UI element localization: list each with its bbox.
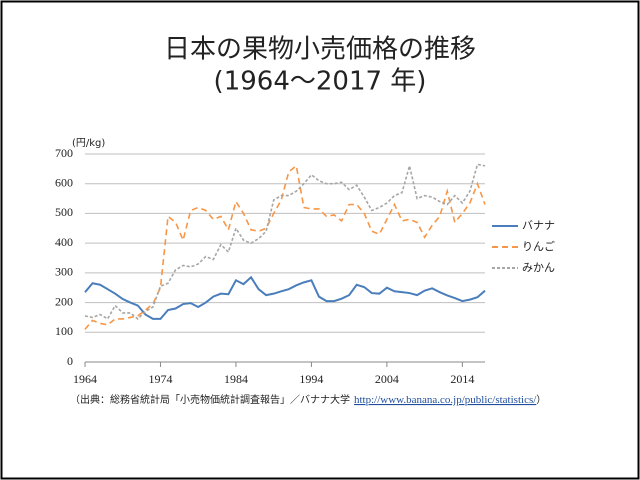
x-tick-label: 1964 <box>73 372 97 386</box>
y-tick-label: 700 <box>55 146 73 160</box>
legend-label: りんご <box>522 239 555 253</box>
y-tick-label: 300 <box>55 265 73 279</box>
y-tick-label: 500 <box>55 205 73 219</box>
y-tick-label: 0 <box>67 354 73 368</box>
y-tick-label: 100 <box>55 324 73 338</box>
line-series <box>84 275 486 320</box>
source-url[interactable]: http://www.banana.co.jp/public/statistic… <box>354 394 537 406</box>
y-axis-label: (円/kg) <box>72 138 105 149</box>
chart-subtitle: (1964〜2017 年) <box>214 67 427 97</box>
x-tick-label: 2004 <box>375 372 399 386</box>
line-series <box>84 164 486 330</box>
x-tick-label: 1984 <box>224 372 248 386</box>
legend-label: バナナ <box>522 219 555 232</box>
line-series <box>84 163 486 321</box>
x-tick-label: 1994 <box>299 372 323 386</box>
y-tick-label: 600 <box>55 175 73 189</box>
source-text: （出典：総務省統計局「小売物価統計調査報告」／バナナ大学 <box>70 393 350 406</box>
x-tick-label: 2014 <box>450 372 474 386</box>
y-tick-label: 400 <box>55 235 73 249</box>
legend-label: みかん <box>522 261 555 274</box>
x-tick-label: 1974 <box>148 372 172 386</box>
chart-title: 日本の果物小売価格の推移 <box>164 35 476 65</box>
source: （出典：総務省統計局「小売物価統計調査報告」／バナナ大学 http://www.b… <box>70 393 546 406</box>
y-tick-label: 200 <box>55 294 73 308</box>
source-close: ） <box>536 394 546 406</box>
